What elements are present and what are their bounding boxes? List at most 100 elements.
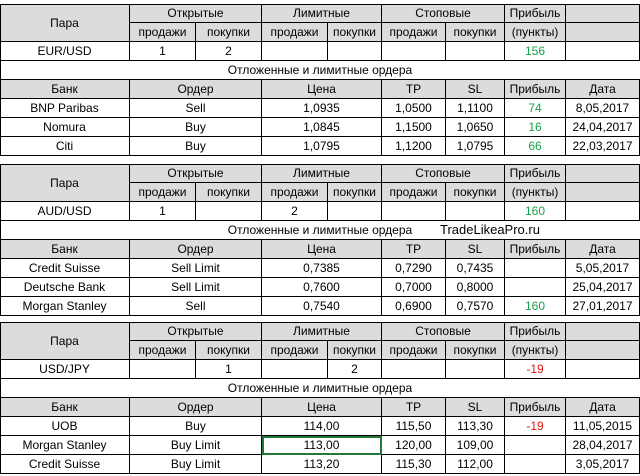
header-profit: Прибыль xyxy=(505,398,566,417)
header-limit-sell: продажи xyxy=(262,183,328,202)
header-stop: Стоповые xyxy=(382,4,505,23)
bank-cell[interactable]: Nomura xyxy=(0,118,130,137)
limit-buy-cell[interactable]: 2 xyxy=(328,360,382,379)
pair-cell[interactable]: AUD/USD xyxy=(0,202,130,221)
date-cell[interactable]: 5,05,2017 xyxy=(566,259,640,278)
bank-cell[interactable]: Morgan Stanley xyxy=(0,436,130,455)
open-sell-cell[interactable]: 1 xyxy=(130,202,196,221)
open-buy-cell[interactable]: 2 xyxy=(196,42,262,61)
sl-cell[interactable]: 1,1100 xyxy=(446,99,505,118)
stop-buy-cell[interactable] xyxy=(446,360,505,379)
pair-cell[interactable]: EUR/USD xyxy=(0,42,130,61)
header-sl: SL xyxy=(446,398,505,417)
order-type-cell[interactable]: Sell xyxy=(130,99,262,118)
header-open: Открытые xyxy=(130,322,262,341)
header-sl: SL xyxy=(446,240,505,259)
price-cell[interactable]: 113,00 xyxy=(262,436,382,455)
sl-cell[interactable]: 1,0795 xyxy=(446,137,505,156)
price-cell[interactable]: 1,0795 xyxy=(262,137,382,156)
order-type-cell[interactable]: Buy xyxy=(130,417,262,436)
tp-cell[interactable]: 115,50 xyxy=(382,417,446,436)
header-price: Цена xyxy=(262,80,382,99)
header-stop-buy: покупки xyxy=(446,341,505,360)
header-limit-sell: продажи xyxy=(262,341,328,360)
tp-cell[interactable]: 1,1500 xyxy=(382,118,446,137)
sl-cell[interactable]: 0,8000 xyxy=(446,278,505,297)
order-profit-cell[interactable] xyxy=(505,278,566,297)
order-profit-cell[interactable]: 160 xyxy=(505,297,566,316)
header-order: Ордер xyxy=(130,240,262,259)
profit-cell[interactable]: 156 xyxy=(505,42,566,61)
limit-buy-cell[interactable] xyxy=(328,202,382,221)
bank-cell[interactable]: Morgan Stanley xyxy=(0,297,130,316)
date-cell[interactable]: 24,04,2017 xyxy=(566,118,640,137)
stop-sell-cell[interactable] xyxy=(382,360,446,379)
order-type-cell[interactable]: Sell Limit xyxy=(130,278,262,297)
stop-sell-cell[interactable] xyxy=(382,42,446,61)
order-profit-cell[interactable] xyxy=(505,259,566,278)
price-cell[interactable]: 0,7540 xyxy=(262,297,382,316)
stop-sell-cell[interactable] xyxy=(382,202,446,221)
open-buy-cell[interactable]: 1 xyxy=(196,360,262,379)
bank-cell[interactable]: Credit Suisse xyxy=(0,455,130,474)
order-profit-cell[interactable] xyxy=(505,436,566,455)
bank-cell[interactable]: Credit Suisse xyxy=(0,259,130,278)
order-type-cell[interactable]: Buy xyxy=(130,137,262,156)
tp-cell[interactable]: 0,7290 xyxy=(382,259,446,278)
date-cell[interactable]: 8,05,2017 xyxy=(566,99,640,118)
sl-cell[interactable]: 109,00 xyxy=(446,436,505,455)
order-profit-cell[interactable]: -19 xyxy=(505,417,566,436)
open-sell-cell[interactable]: 1 xyxy=(130,42,196,61)
bank-cell[interactable]: BNP Paribas xyxy=(0,99,130,118)
limit-buy-cell[interactable] xyxy=(328,42,382,61)
header-profit: Прибыль xyxy=(505,322,566,341)
price-cell[interactable]: 1,0935 xyxy=(262,99,382,118)
tp-cell[interactable]: 0,7000 xyxy=(382,278,446,297)
profit-cell[interactable]: 160 xyxy=(505,202,566,221)
header-open-buy: покупки xyxy=(196,341,262,360)
pair-cell[interactable]: USD/JPY xyxy=(0,360,130,379)
price-cell[interactable]: 114,00 xyxy=(262,417,382,436)
order-profit-cell[interactable] xyxy=(505,455,566,474)
price-cell[interactable]: 113,20 xyxy=(262,455,382,474)
header-pair: Пара xyxy=(0,164,130,202)
price-cell[interactable]: 0,7600 xyxy=(262,278,382,297)
tp-cell[interactable]: 1,0500 xyxy=(382,99,446,118)
bank-cell[interactable]: Citi xyxy=(0,137,130,156)
bank-cell[interactable]: UOB xyxy=(0,417,130,436)
limit-sell-cell[interactable] xyxy=(262,360,328,379)
date-cell[interactable]: 3,05,2017 xyxy=(566,455,640,474)
bank-cell[interactable]: Deutsche Bank xyxy=(0,278,130,297)
header-price: Цена xyxy=(262,398,382,417)
tp-cell[interactable]: 1,1200 xyxy=(382,137,446,156)
sl-cell[interactable]: 0,7570 xyxy=(446,297,505,316)
open-sell-cell[interactable] xyxy=(130,360,196,379)
sl-cell[interactable]: 0,7435 xyxy=(446,259,505,278)
order-type-cell[interactable]: Buy Limit xyxy=(130,436,262,455)
stop-buy-cell[interactable] xyxy=(446,202,505,221)
open-buy-cell[interactable] xyxy=(196,202,262,221)
stop-buy-cell[interactable] xyxy=(446,42,505,61)
sl-cell[interactable]: 1,0650 xyxy=(446,118,505,137)
sl-cell[interactable]: 112,00 xyxy=(446,455,505,474)
limit-sell-cell[interactable] xyxy=(262,42,328,61)
order-profit-cell[interactable]: 66 xyxy=(505,137,566,156)
order-type-cell[interactable]: Buy xyxy=(130,118,262,137)
profit-cell[interactable]: -19 xyxy=(505,360,566,379)
date-cell[interactable]: 22,03,2017 xyxy=(566,137,640,156)
tp-cell[interactable]: 0,6900 xyxy=(382,297,446,316)
tp-cell[interactable]: 115,30 xyxy=(382,455,446,474)
price-cell[interactable]: 0,7385 xyxy=(262,259,382,278)
order-profit-cell[interactable]: 74 xyxy=(505,99,566,118)
sl-cell[interactable]: 113,30 xyxy=(446,417,505,436)
order-profit-cell[interactable]: 16 xyxy=(505,118,566,137)
date-cell[interactable]: 28,04,2017 xyxy=(566,436,640,455)
order-type-cell[interactable]: Sell xyxy=(130,297,262,316)
date-cell[interactable]: 27,01,2017 xyxy=(566,297,640,316)
limit-sell-cell[interactable]: 2 xyxy=(262,202,328,221)
order-type-cell[interactable]: Buy Limit xyxy=(130,455,262,474)
date-cell[interactable]: 25,04,2017 xyxy=(566,278,640,297)
order-type-cell[interactable]: Sell Limit xyxy=(130,259,262,278)
price-cell[interactable]: 1,0845 xyxy=(262,118,382,137)
tp-cell[interactable]: 120,00 xyxy=(382,436,446,455)
